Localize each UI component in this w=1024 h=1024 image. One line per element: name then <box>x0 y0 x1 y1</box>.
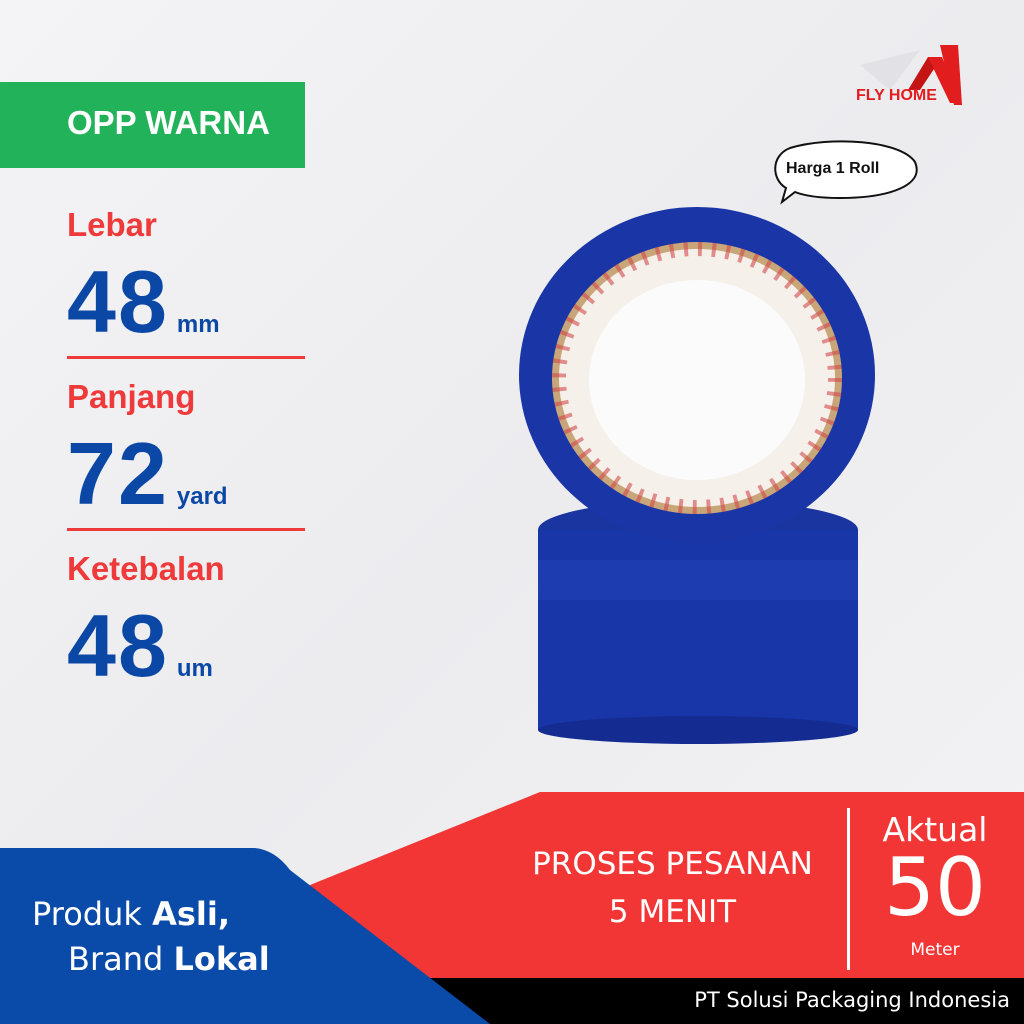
process-line2: 5 MENIT <box>608 894 737 930</box>
speech-bubble: Harga 1 Roll <box>770 140 920 205</box>
value: 72 <box>67 424 169 523</box>
divider <box>67 528 305 531</box>
value: 48 <box>67 596 169 695</box>
bubble-text: Harga 1 Roll <box>786 160 880 177</box>
text: Brand <box>68 940 174 978</box>
process-line1: PROSES PESANAN <box>532 846 813 882</box>
spec-label-length: Panjang <box>67 378 196 415</box>
spec-label-thickness: Ketebalan <box>67 550 225 587</box>
product-type-badge: OPP WARNA <box>0 82 305 168</box>
actual-unit: Meter <box>910 940 960 960</box>
fly-home-logo: FLY HOME <box>856 45 962 105</box>
text: Produk <box>32 895 153 933</box>
text-bold: Lokal <box>173 940 270 978</box>
svg-text:FLY HOME: FLY HOME <box>856 87 937 104</box>
spec-value-width: 48 mm <box>67 258 220 346</box>
spec-value-thickness: 48 um <box>67 602 213 690</box>
bottom-banner-shapes <box>0 792 1024 1024</box>
authenticity-line2: Brand Lokal <box>68 940 270 978</box>
unit: yard <box>176 483 228 510</box>
company-name: PT Solusi Packaging Indonesia <box>694 988 1010 1012</box>
divider <box>67 356 305 359</box>
actual-label: Aktual <box>882 810 988 849</box>
spec-label-width: Lebar <box>67 206 157 243</box>
spec-value-length: 72 yard <box>67 430 228 518</box>
text-bold: Asli, <box>152 895 230 933</box>
value: 48 <box>67 252 169 351</box>
badge-label: OPP WARNA <box>67 104 270 141</box>
tape-rolls-image <box>519 207 875 744</box>
unit: mm <box>176 311 220 338</box>
authenticity-line1: Produk Asli, <box>32 895 230 933</box>
actual-value: 50 <box>884 841 986 934</box>
unit: um <box>176 655 213 682</box>
